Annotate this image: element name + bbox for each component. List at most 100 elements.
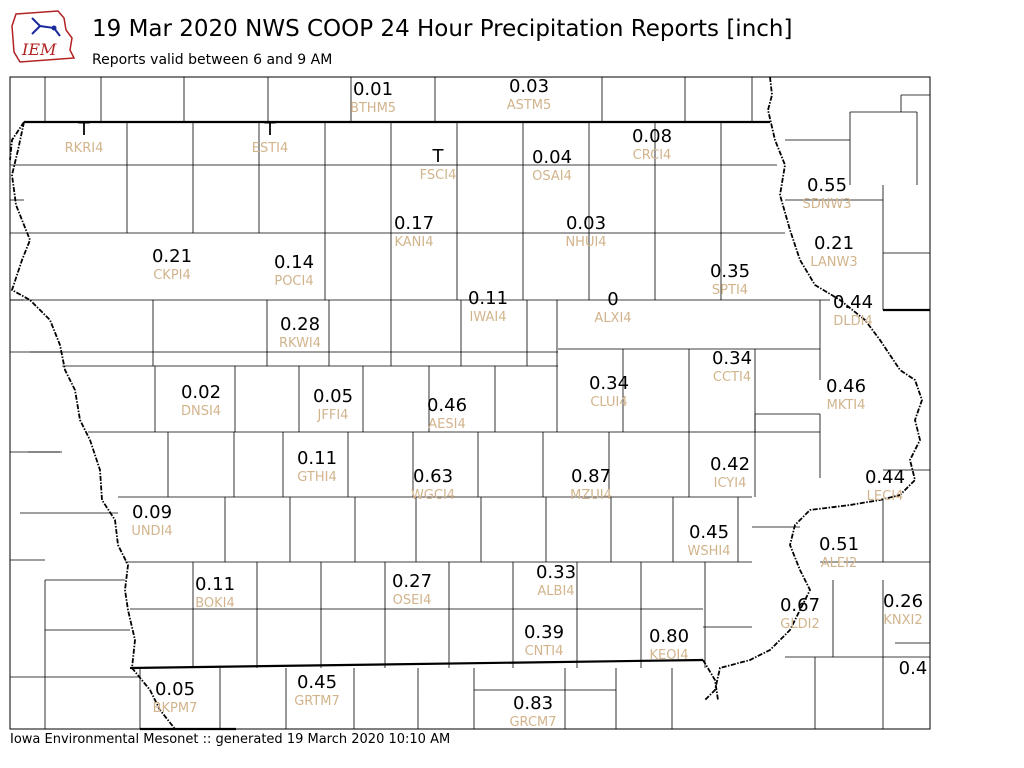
precip-value: 0.80 — [649, 626, 689, 647]
precip-value: 0.28 — [280, 314, 320, 335]
precip-value: 0.03 — [566, 213, 606, 234]
station-id: CRCI4 — [633, 148, 672, 163]
precip-value: T — [432, 146, 445, 167]
station-id: MKTI4 — [827, 398, 866, 413]
precip-value: 0.08 — [632, 126, 672, 147]
precip-value: 0.45 — [297, 672, 337, 693]
precip-value: 0.21 — [152, 246, 192, 267]
station-unlabeled: 0.4 — [899, 658, 928, 679]
station-id: DNSI4 — [181, 404, 221, 419]
station-id: KNXI2 — [883, 613, 922, 628]
station-id: RKRI4 — [65, 141, 104, 156]
precip-value: 0.55 — [807, 175, 847, 196]
station-id: GRTM7 — [294, 694, 340, 709]
precip-value: 0.02 — [181, 382, 221, 403]
precip-value: 0.4 — [899, 658, 928, 679]
precip-value: 0.11 — [195, 574, 235, 595]
station-id: ASTM5 — [507, 98, 552, 113]
station-id: OSAI4 — [532, 169, 572, 184]
station-id: WGCI4 — [411, 488, 455, 503]
precip-value: 0.46 — [826, 376, 866, 397]
precip-value: T — [78, 119, 91, 140]
station-id: LANW3 — [810, 255, 857, 270]
station-id: ESTI4 — [252, 141, 289, 156]
station-id: BKPM7 — [153, 701, 198, 716]
station-id: ALXI4 — [594, 311, 631, 326]
precip-value: 0.44 — [833, 292, 873, 313]
precip-value: 0.21 — [814, 233, 854, 254]
iem-logo: IEM — [11, 10, 76, 63]
map-frame — [9, 76, 931, 730]
station-id: UNDI4 — [131, 524, 172, 539]
precip-value: 0.45 — [689, 522, 729, 543]
station-id: JFFI4 — [317, 408, 349, 423]
precip-value: 0.17 — [394, 213, 434, 234]
precip-value: 0.04 — [532, 147, 572, 168]
map-title: 19 Mar 2020 NWS COOP 24 Hour Precipitati… — [92, 16, 793, 42]
station-id: CCTI4 — [713, 370, 751, 385]
station-id: GLDI2 — [780, 617, 819, 632]
iowa-south-border — [129, 658, 704, 670]
station-id: POCI4 — [274, 274, 313, 289]
station-id: KEOI4 — [649, 648, 688, 663]
precip-value: 0.11 — [297, 448, 337, 469]
precip-value: 0.05 — [313, 386, 353, 407]
precip-value: 0.39 — [524, 622, 564, 643]
precip-value: 0 — [607, 289, 618, 310]
precip-value: 0.51 — [819, 534, 859, 555]
station-id: SPTI4 — [712, 283, 748, 298]
station-id: GTHI4 — [297, 470, 336, 485]
station-id: NHUI4 — [565, 235, 606, 250]
precip-value: 0.11 — [468, 288, 508, 309]
station-id: DLDI4 — [833, 314, 872, 329]
station-id: BTHM5 — [350, 101, 396, 116]
map-subtitle: Reports valid between 6 and 9 AM — [92, 52, 333, 68]
station-id: RKWI4 — [279, 336, 321, 351]
precip-value: 0.83 — [513, 693, 553, 714]
station-id: BOKI4 — [195, 596, 235, 611]
station-id: ALBI4 — [537, 584, 574, 599]
station-id: LECI4 — [867, 489, 904, 504]
footer-credit: Iowa Environmental Mesonet :: generated … — [10, 732, 451, 747]
precip-value: 0.26 — [883, 591, 923, 612]
precip-value: 0.44 — [865, 467, 905, 488]
station-id: GRCM7 — [509, 715, 556, 730]
precip-value: 0.27 — [392, 571, 432, 592]
station-id: CKPI4 — [153, 268, 191, 283]
missouri-river — [10, 121, 176, 730]
station-id: IWAI4 — [470, 310, 507, 325]
precip-value: 0.03 — [509, 76, 549, 97]
precip-value: 0.14 — [274, 252, 314, 273]
station-id: CLUI4 — [590, 395, 627, 410]
precip-value: T — [264, 119, 277, 140]
station-id: MZUI4 — [570, 488, 612, 503]
